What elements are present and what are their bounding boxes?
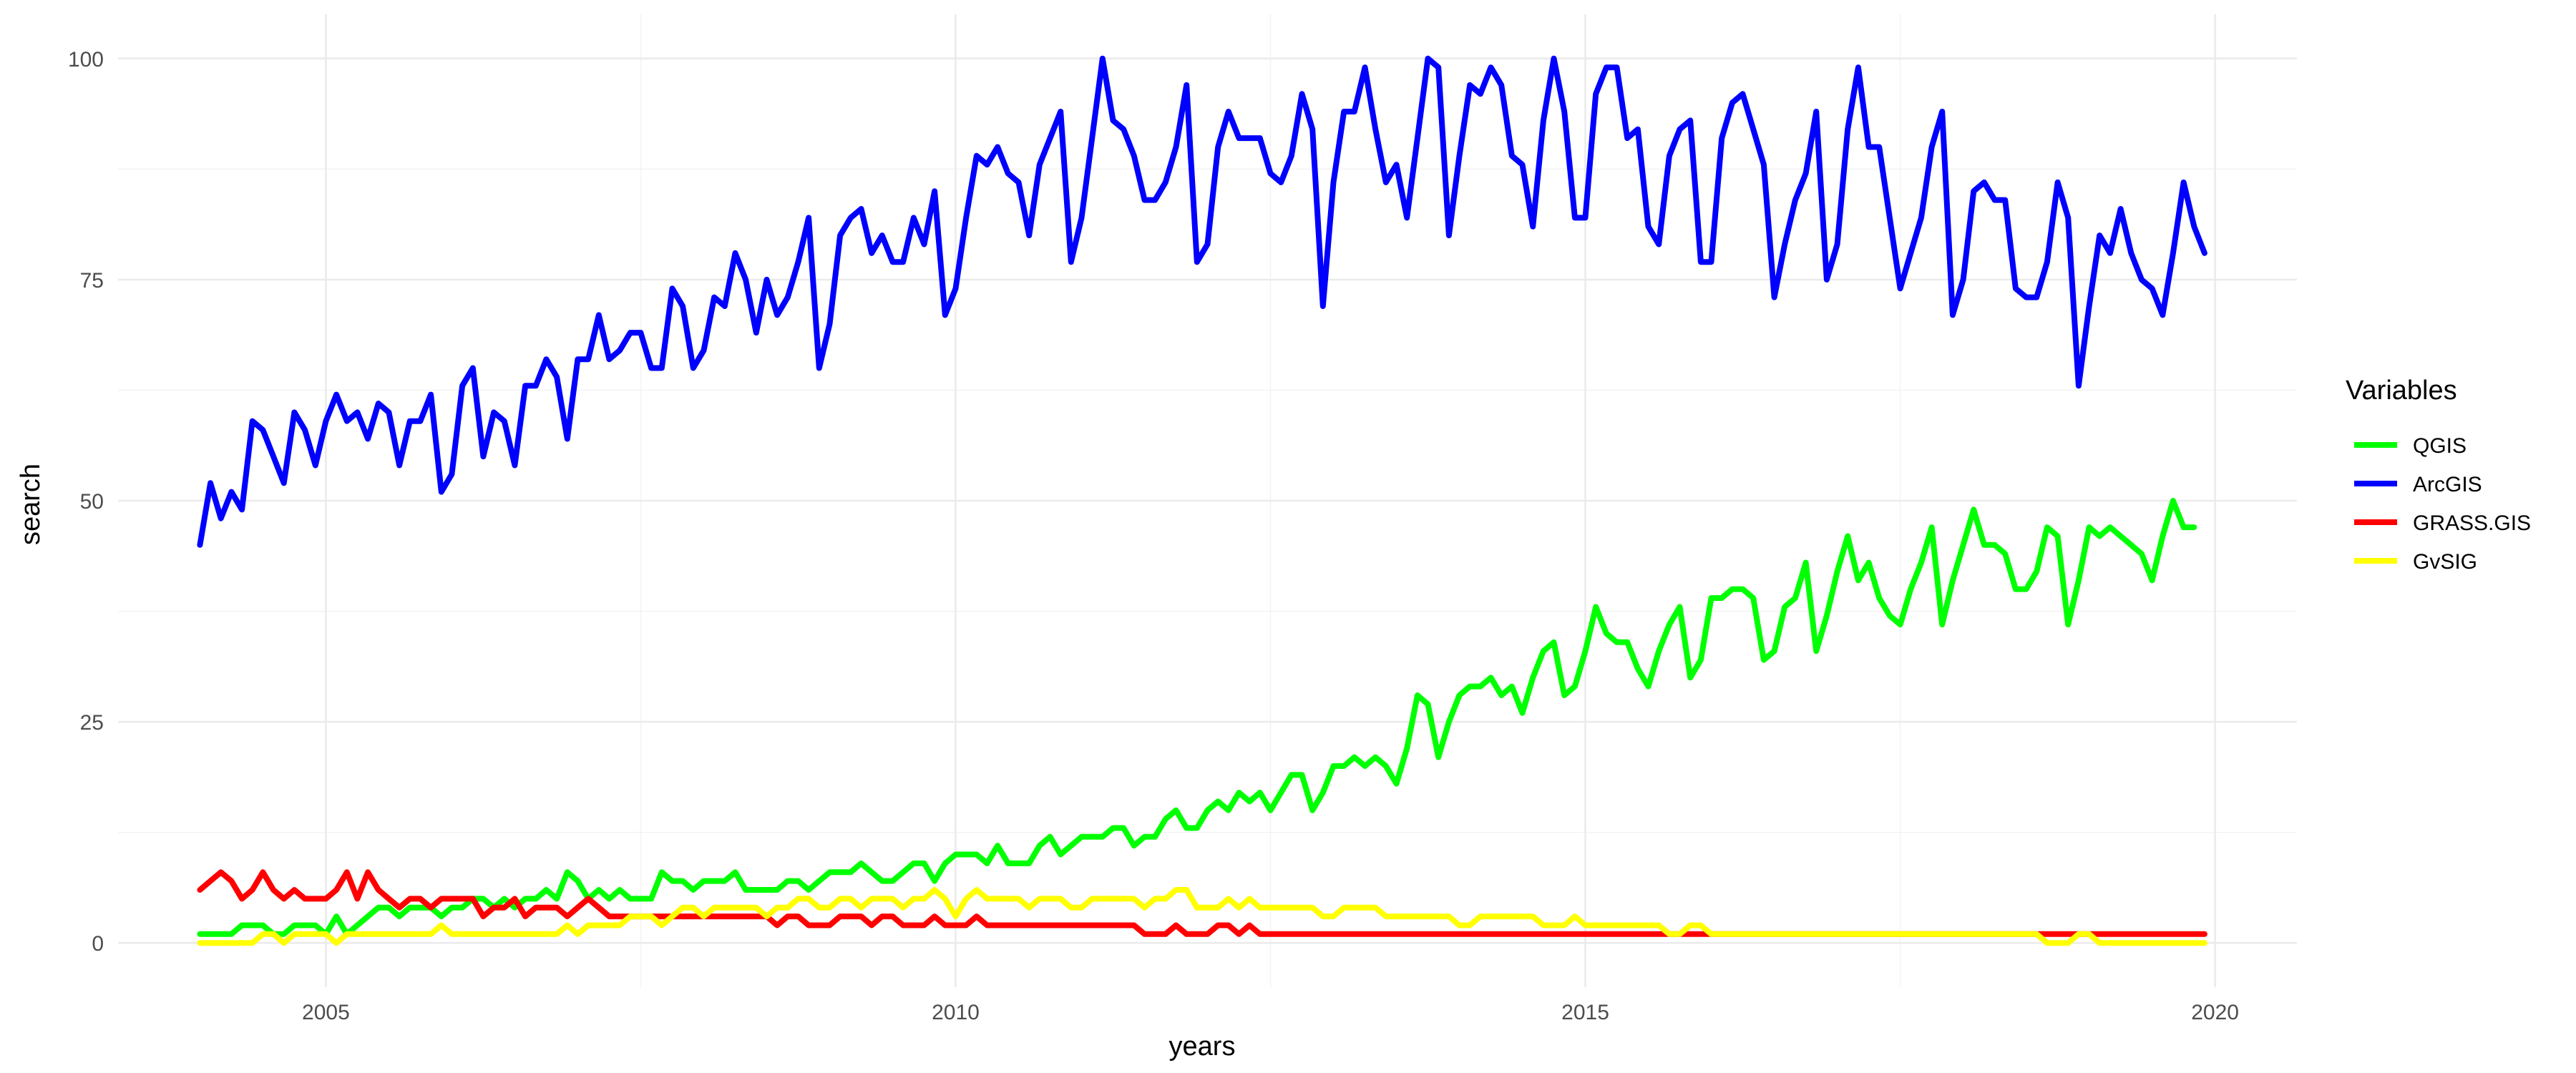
- grid: [118, 14, 2297, 987]
- legend-label-gvsig: GvSIG: [2413, 550, 2477, 574]
- series-line-gvsig: [197, 887, 2207, 946]
- legend-label-qgis: QGIS: [2413, 434, 2467, 458]
- y-tick-label: 50: [80, 490, 104, 514]
- x-tick-label: 2020: [2191, 1001, 2239, 1024]
- x-tick-label: 2005: [302, 1001, 350, 1024]
- x-axis-ticks: 2005 2010 2015 2020: [302, 1001, 2239, 1024]
- y-tick-label: 75: [80, 269, 104, 293]
- y-axis-title: search: [16, 464, 46, 545]
- x-tick-label: 2015: [1561, 1001, 1609, 1024]
- legend: Variables QGIS ArcGIS GRASS.GIS GvSIG: [2346, 376, 2531, 574]
- series-lines: [197, 55, 2207, 946]
- legend-label-arcgis: ArcGIS: [2413, 473, 2482, 496]
- series-line-arcgis: [197, 55, 2207, 548]
- y-axis-ticks: 0 25 50 75 100: [68, 48, 104, 956]
- series-line-qgis: [197, 498, 2197, 937]
- y-tick-label: 0: [92, 932, 104, 956]
- legend-label-grass-gis: GRASS.GIS: [2413, 511, 2531, 535]
- legend-title: Variables: [2346, 376, 2457, 406]
- x-axis-title: years: [1169, 1032, 1236, 1062]
- y-tick-label: 25: [80, 711, 104, 735]
- y-tick-label: 100: [68, 48, 104, 72]
- x-tick-label: 2010: [932, 1001, 980, 1024]
